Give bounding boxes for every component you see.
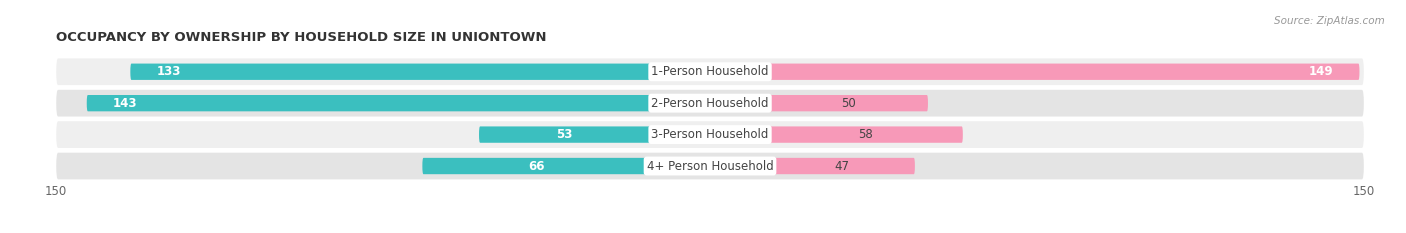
Text: 4+ Person Household: 4+ Person Household bbox=[647, 160, 773, 172]
Text: 2-Person Household: 2-Person Household bbox=[651, 97, 769, 110]
FancyBboxPatch shape bbox=[87, 95, 710, 111]
Text: 50: 50 bbox=[841, 97, 855, 110]
Text: 133: 133 bbox=[156, 65, 181, 78]
FancyBboxPatch shape bbox=[131, 64, 710, 80]
FancyBboxPatch shape bbox=[710, 95, 928, 111]
FancyBboxPatch shape bbox=[56, 58, 1364, 85]
Text: 47: 47 bbox=[834, 160, 849, 172]
Text: 149: 149 bbox=[1309, 65, 1333, 78]
FancyBboxPatch shape bbox=[710, 64, 1360, 80]
Text: OCCUPANCY BY OWNERSHIP BY HOUSEHOLD SIZE IN UNIONTOWN: OCCUPANCY BY OWNERSHIP BY HOUSEHOLD SIZE… bbox=[56, 31, 547, 44]
Text: 53: 53 bbox=[557, 128, 572, 141]
FancyBboxPatch shape bbox=[56, 121, 1364, 148]
FancyBboxPatch shape bbox=[56, 153, 1364, 179]
FancyBboxPatch shape bbox=[710, 127, 963, 143]
FancyBboxPatch shape bbox=[479, 127, 710, 143]
FancyBboxPatch shape bbox=[710, 158, 915, 174]
Text: 1-Person Household: 1-Person Household bbox=[651, 65, 769, 78]
Text: 3-Person Household: 3-Person Household bbox=[651, 128, 769, 141]
Text: 66: 66 bbox=[527, 160, 544, 172]
FancyBboxPatch shape bbox=[422, 158, 710, 174]
FancyBboxPatch shape bbox=[56, 90, 1364, 116]
Text: 58: 58 bbox=[858, 128, 873, 141]
Text: 143: 143 bbox=[112, 97, 138, 110]
Text: Source: ZipAtlas.com: Source: ZipAtlas.com bbox=[1274, 16, 1385, 26]
